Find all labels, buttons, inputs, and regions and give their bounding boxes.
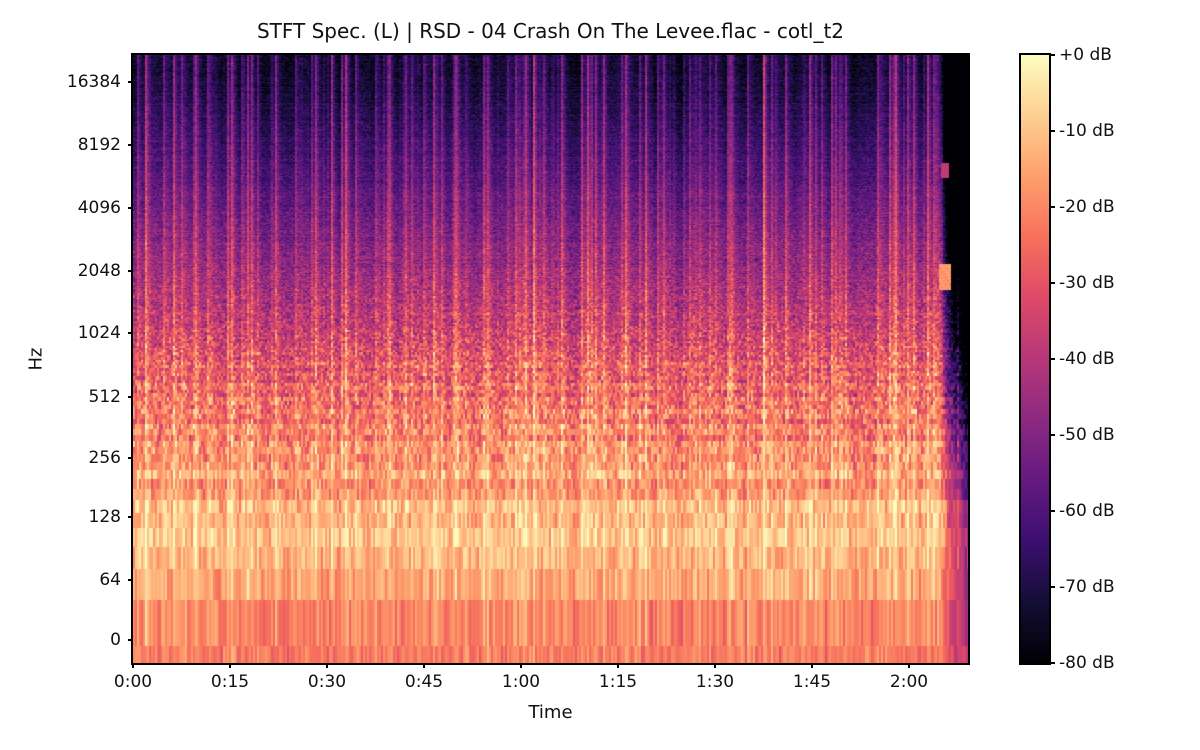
x-tick-mark: [423, 663, 425, 668]
x-tick-mark: [132, 663, 134, 668]
y-tick-mark: [128, 144, 133, 146]
colorbar-tick-label: -20 dB: [1059, 197, 1115, 217]
colorbar-tick-label: -10 dB: [1059, 121, 1115, 141]
x-tick-label: 0:15: [210, 672, 250, 692]
colorbar: [1019, 53, 1051, 665]
y-tick-mark: [128, 332, 133, 334]
colorbar-tick-mark: [1050, 130, 1055, 132]
x-tick-label: 1:30: [695, 672, 735, 692]
x-tick-label: 0:45: [404, 672, 444, 692]
y-tick-mark: [128, 81, 133, 83]
colorbar-tick-label: -60 dB: [1059, 501, 1115, 521]
x-tick-label: 0:30: [307, 672, 347, 692]
x-tick-mark: [326, 663, 328, 668]
y-tick-label: 512: [88, 387, 121, 407]
y-tick-mark: [128, 207, 133, 209]
figure-title: STFT Spec. (L) | RSD - 04 Crash On The L…: [256, 19, 845, 43]
x-axis-label: Time: [528, 702, 573, 723]
y-tick-label: 16384: [66, 72, 121, 92]
y-tick-label: 0: [110, 630, 121, 650]
colorbar-tick-mark: [1050, 206, 1055, 208]
colorbar-tick-mark: [1050, 510, 1055, 512]
x-tick-mark: [811, 663, 813, 668]
x-tick-mark: [908, 663, 910, 668]
y-tick-mark: [128, 579, 133, 581]
colorbar-tick-mark: [1050, 54, 1055, 56]
x-tick-label: 2:00: [889, 672, 929, 692]
colorbar-tick-label: +0 dB: [1059, 45, 1112, 65]
colorbar-tick-mark: [1050, 358, 1055, 360]
y-tick-label: 2048: [77, 261, 121, 281]
x-tick-label: 1:15: [598, 672, 638, 692]
y-tick-label: 8192: [77, 135, 121, 155]
y-tick-label: 4096: [77, 198, 121, 218]
x-tick-mark: [714, 663, 716, 668]
colorbar-tick-label: -30 dB: [1059, 273, 1115, 293]
x-tick-mark: [617, 663, 619, 668]
x-tick-mark: [229, 663, 231, 668]
y-tick-mark: [128, 270, 133, 272]
colorbar-tick-label: -70 dB: [1059, 577, 1115, 597]
colorbar-tick-label: -50 dB: [1059, 425, 1115, 445]
colorbar-gradient: [1021, 55, 1049, 663]
y-tick-mark: [128, 457, 133, 459]
y-tick-mark: [128, 639, 133, 641]
y-tick-label: 128: [88, 507, 121, 527]
colorbar-tick-label: -80 dB: [1059, 653, 1115, 673]
x-tick-label: 1:45: [792, 672, 832, 692]
spectrogram-canvas: [133, 55, 968, 663]
colorbar-tick-mark: [1050, 586, 1055, 588]
x-tick-mark: [520, 663, 522, 668]
x-tick-label: 1:00: [501, 672, 541, 692]
y-tick-label: 1024: [77, 323, 121, 343]
x-tick-label: 0:00: [113, 672, 153, 692]
colorbar-tick-mark: [1050, 434, 1055, 436]
colorbar-tick-mark: [1050, 662, 1055, 664]
y-tick-label: 64: [99, 570, 121, 590]
colorbar-tick-label: -40 dB: [1059, 349, 1115, 369]
colorbar-tick-mark: [1050, 282, 1055, 284]
y-tick-mark: [128, 396, 133, 398]
y-tick-mark: [128, 516, 133, 518]
y-tick-label: 256: [88, 448, 121, 468]
y-axis-label: Hz: [25, 347, 47, 371]
